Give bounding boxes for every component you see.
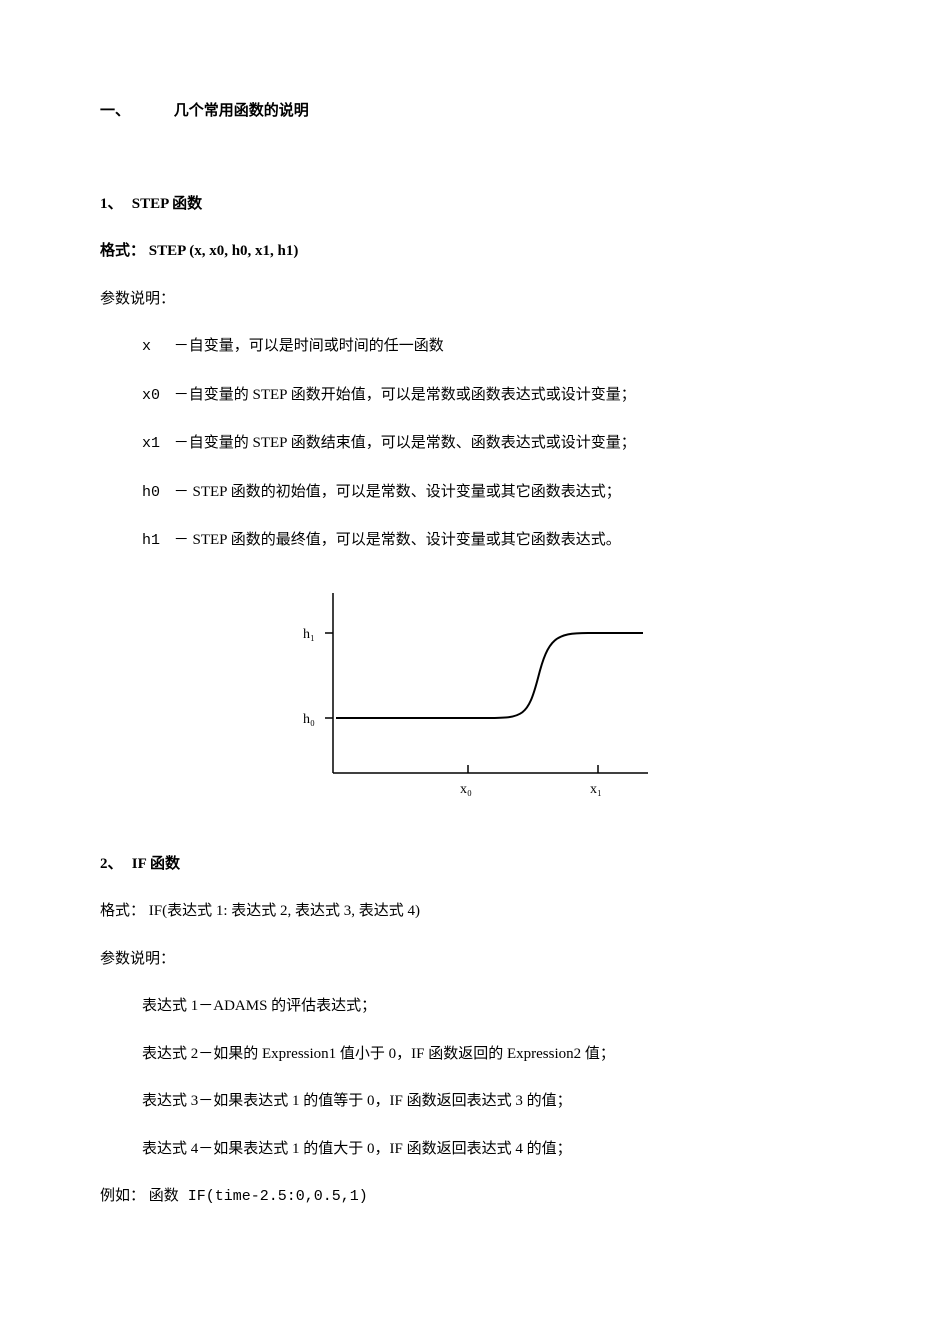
if-example-line: 例如： 函数 IF(time-2.5:0,0.5,1): [100, 1185, 845, 1209]
if-param-item: 表达式 3－如果表达式 1 的值等于 0，IF 函数返回表达式 3 的值；: [142, 1090, 845, 1113]
if-param-item: 表达式 1－ADAMS 的评估表达式；: [142, 995, 845, 1018]
if-format-line: 格式： IF(表达式 1: 表达式 2, 表达式 3, 表达式 4): [100, 900, 845, 923]
param-name: x0: [142, 385, 170, 408]
step-param-item: x －自变量，可以是时间或时间的任一函数: [142, 335, 845, 359]
step-number: 1、: [100, 193, 128, 216]
section-title-text: 几个常用函数的说明: [174, 103, 309, 119]
if-param-item: 表达式 4－如果表达式 1 的值大于 0，IF 函数返回表达式 4 的值；: [142, 1138, 845, 1161]
step-format-value: STEP (x, x0, h0, x1, h1): [149, 243, 299, 259]
step-chart-container: h₀ h₁ x₀ x₁: [100, 578, 845, 808]
step-params-label: 参数说明：: [100, 288, 845, 311]
step-format-label: 格式：: [100, 243, 145, 259]
if-example-label: 例如：: [100, 1188, 145, 1204]
param-desc: －自变量，可以是时间或时间的任一函数: [174, 338, 444, 354]
step-function-chart: h₀ h₁ x₀ x₁: [278, 578, 668, 808]
if-format-label: 格式：: [100, 903, 145, 919]
svg-text:h₀: h₀: [303, 712, 315, 727]
param-desc: －自变量的 STEP 函数结束值，可以是常数、函数表达式或设计变量；: [174, 435, 636, 451]
param-name: h0: [142, 482, 170, 505]
if-param-item: 表达式 2－如果的 Expression1 值小于 0，IF 函数返回的 Exp…: [142, 1043, 845, 1066]
svg-text:h₁: h₁: [303, 627, 315, 642]
param-name: x: [142, 336, 170, 359]
step-param-item: x0 －自变量的 STEP 函数开始值，可以是常数或函数表达式或设计变量；: [142, 384, 845, 408]
param-desc: － STEP 函数的最终值，可以是常数、设计变量或其它函数表达式。: [174, 532, 621, 548]
step-param-item: h0 － STEP 函数的初始值，可以是常数、设计变量或其它函数表达式；: [142, 481, 845, 505]
svg-text:x₁: x₁: [590, 782, 602, 797]
step-param-item: x1 －自变量的 STEP 函数结束值，可以是常数、函数表达式或设计变量；: [142, 432, 845, 456]
param-name: h1: [142, 530, 170, 553]
step-param-list: x －自变量，可以是时间或时间的任一函数 x0 －自变量的 STEP 函数开始值…: [142, 335, 845, 553]
param-desc: － STEP 函数的初始值，可以是常数、设计变量或其它函数表达式；: [174, 484, 621, 500]
step-param-item: h1 － STEP 函数的最终值，可以是常数、设计变量或其它函数表达式。: [142, 529, 845, 553]
param-desc: －自变量的 STEP 函数开始值，可以是常数或函数表达式或设计变量；: [174, 387, 636, 403]
svg-text:x₀: x₀: [460, 782, 472, 797]
if-params-label: 参数说明：: [100, 948, 845, 971]
if-param-list: 表达式 1－ADAMS 的评估表达式； 表达式 2－如果的 Expression…: [142, 995, 845, 1160]
if-title: IF 函数: [132, 856, 180, 872]
step-subtitle: 1、 STEP 函数: [100, 193, 845, 216]
step-format-line: 格式： STEP (x, x0, h0, x1, h1): [100, 240, 845, 263]
step-title: STEP 函数: [132, 196, 202, 212]
if-example-value: 函数 IF(time-2.5:0,0.5,1): [149, 1188, 368, 1205]
if-subtitle: 2、 IF 函数: [100, 853, 845, 876]
section-number: 一、: [100, 100, 170, 123]
param-name: x1: [142, 433, 170, 456]
section-title: 一、 几个常用函数的说明: [100, 100, 845, 123]
if-format-value: IF(表达式 1: 表达式 2, 表达式 3, 表达式 4): [149, 903, 420, 919]
if-number: 2、: [100, 853, 128, 876]
